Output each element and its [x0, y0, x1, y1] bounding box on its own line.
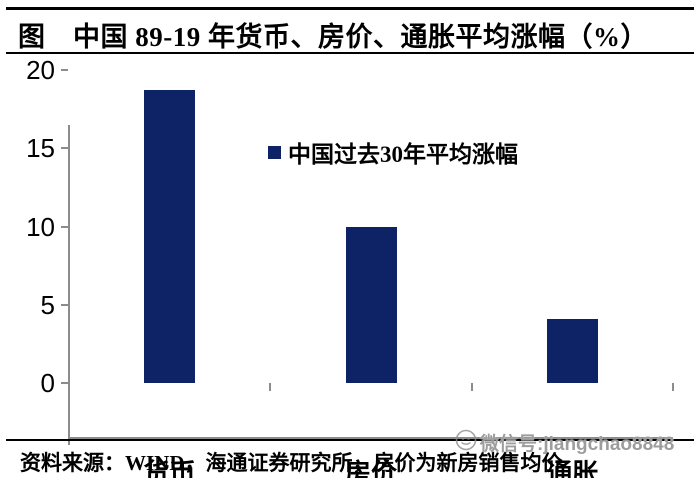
y-tick-label: 0: [40, 368, 55, 398]
top-rule: [6, 7, 694, 10]
legend-marker-swatch: [268, 145, 281, 159]
legend: 中国过去30年平均涨幅: [268, 135, 518, 169]
category-label: 货币: [143, 459, 196, 478]
y-tick-label: 20: [26, 55, 55, 85]
y-tick-dash: [61, 225, 68, 228]
y-axis: [68, 125, 70, 445]
wechat-icon: [455, 429, 477, 456]
source-note: 资料来源：WIND，海通证券研究所，房价为新房销售均价: [20, 451, 563, 475]
chart-title: 图 中国 89-19 年货币、房价、通胀平均涨幅（%）: [18, 22, 648, 52]
watermark-text: 微信号:jiangchao8848: [480, 434, 675, 455]
bar-通胀: [546, 318, 598, 383]
y-tick-dash: [61, 69, 68, 71]
y-tick-dash: [61, 382, 68, 384]
footer-rule: [6, 439, 694, 441]
bar-房价: [345, 226, 397, 383]
x-tick-dash: [470, 383, 473, 391]
y-tick-dash: [61, 147, 68, 150]
bar-chart: 0 5 10 15 20 货币 房价 通胀 中国过去30年平均涨幅: [0, 55, 700, 478]
title-divider-rule: [6, 52, 694, 54]
watermark: 微信号:jiangchao8848: [455, 429, 674, 456]
y-tick-label: 5: [40, 289, 55, 320]
x-tick-dash: [672, 383, 674, 391]
y-tick-label: 15: [26, 133, 55, 164]
x-tick-dash: [68, 383, 70, 391]
y-tick-dash: [61, 303, 68, 306]
category-label: 房价: [344, 459, 397, 478]
x-tick-dash: [269, 383, 272, 391]
bar-货币: [144, 90, 196, 383]
y-tick-label: 10: [26, 211, 55, 242]
category-label: 通胀: [546, 459, 599, 478]
x-axis: [68, 437, 673, 440]
legend-label: 中国过去30年平均涨幅: [288, 142, 518, 167]
